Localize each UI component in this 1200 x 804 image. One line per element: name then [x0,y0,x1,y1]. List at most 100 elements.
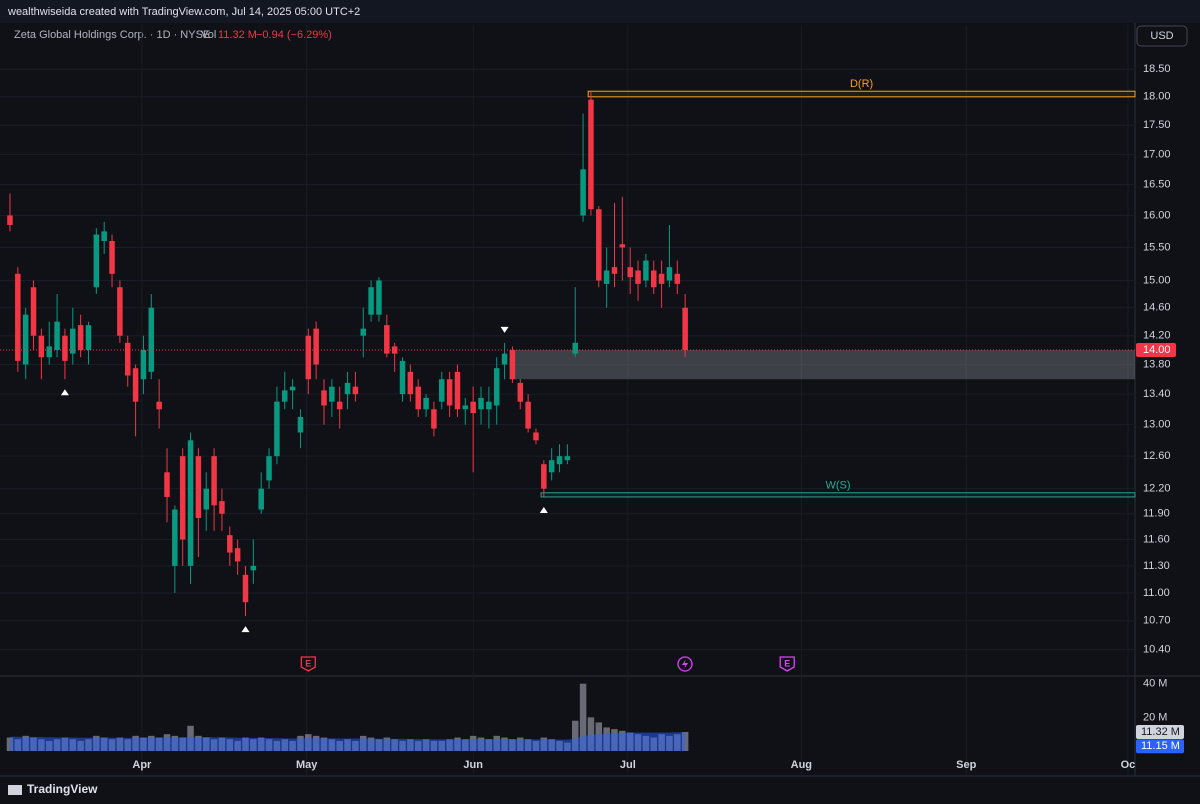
candle-body [486,401,492,410]
candle-body [674,273,681,284]
candle-body [179,456,186,540]
y-tick-label: 13.00 [1143,419,1171,431]
candle-body [541,464,547,489]
candle-body [101,231,107,241]
candle-body [132,368,139,402]
y-tick-label: 17.50 [1143,119,1171,131]
candle-body [650,270,657,288]
candle-body [274,401,280,457]
candle-body [15,273,21,361]
pivot-marker [60,389,69,396]
candle-body [399,360,406,395]
candle-body [627,267,633,278]
candle-body [62,335,68,361]
brand: TradingView [27,782,98,796]
pivot-marker [539,506,548,513]
y-tick-label: 17.00 [1143,148,1171,160]
candle-body [376,280,382,315]
candle-body [454,371,461,410]
candle-body [93,234,100,288]
y-tick-label: 12.20 [1143,483,1171,495]
earnings-icon [300,656,316,672]
candle-body [70,328,76,354]
y-tick-label: 15.50 [1143,241,1171,253]
volume-title: Vol [201,29,216,41]
y-tick-label: 10.70 [1143,615,1171,627]
candle-body [227,535,233,553]
candle-body [643,260,649,281]
y-tick-label: 11.60 [1143,533,1170,545]
candle-body [148,307,155,372]
candle-body [305,335,312,380]
volume-tick-label: 20 M [1143,711,1167,723]
pivot-marker [500,326,509,333]
candle-body [517,382,524,402]
candle-body [250,565,257,571]
volume-bar [579,683,587,751]
top-bar [0,0,1200,23]
zone-label: W(S) [826,480,851,492]
candle-body [446,379,453,406]
candle-body [470,401,476,414]
candle-body [77,325,84,351]
candle-body [509,350,516,380]
candle-body [431,409,437,429]
volume-pane [6,683,689,751]
y-tick-label: 10.40 [1143,643,1171,655]
brand-logo [8,785,22,795]
candle-body [596,209,602,281]
x-tick-label: Oc [1121,759,1136,771]
y-tick-label: 18.50 [1143,63,1171,75]
candle-body [588,99,594,210]
zone [587,90,1136,98]
candle-body [329,386,335,402]
volume-bar [571,720,579,751]
candle-body [572,342,578,354]
candle-body [525,401,531,429]
x-tick-label: Apr [132,759,152,771]
x-tick-label: Aug [791,759,812,771]
candle-body [172,509,178,566]
currency: USD [1150,30,1173,42]
currency-button[interactable] [1136,25,1188,47]
volume-bar [587,717,595,751]
candle-body [384,325,390,354]
candle-body [368,287,374,315]
candle-body [344,382,351,395]
symbol: Zeta Global Holdings Corp. · 1D · NYSE [14,29,210,41]
candle-body [313,328,319,365]
y-tick-label: 12.60 [1143,450,1171,462]
candle-body [289,386,296,391]
zone [540,492,1136,498]
candle-body [85,325,92,351]
candle-body [22,314,29,365]
y-tick-label: 11.00 [1143,587,1170,599]
y-tick-label: 11.30 [1143,560,1170,572]
x-tick-label: May [296,759,318,771]
candle-body [352,386,359,395]
x-tick-label: Sep [956,759,976,771]
candle-body [439,379,445,402]
candle-body [619,244,626,248]
volume-tick-label: 40 M [1143,678,1167,690]
y-tick-label: 16.50 [1143,178,1171,190]
candle-body [266,456,272,481]
zone [509,350,1135,380]
candle-body [124,342,131,376]
candle-body [46,346,52,358]
y-tick-label: 14.60 [1143,302,1171,314]
candle-body [666,267,673,281]
candle-body [682,307,688,351]
candle-body [635,270,641,284]
candle-body [321,390,327,406]
candle-body [533,432,539,441]
candle-body [580,169,586,216]
zone-label: D(R) [850,78,873,90]
candle-body [658,273,665,284]
last-price-tag [1136,343,1176,358]
watermark: wealthwiseida created with TradingView.c… [7,6,360,18]
volume-tag-label: 11.32 M [1141,726,1180,738]
y-tick-label: 16.00 [1143,209,1171,221]
